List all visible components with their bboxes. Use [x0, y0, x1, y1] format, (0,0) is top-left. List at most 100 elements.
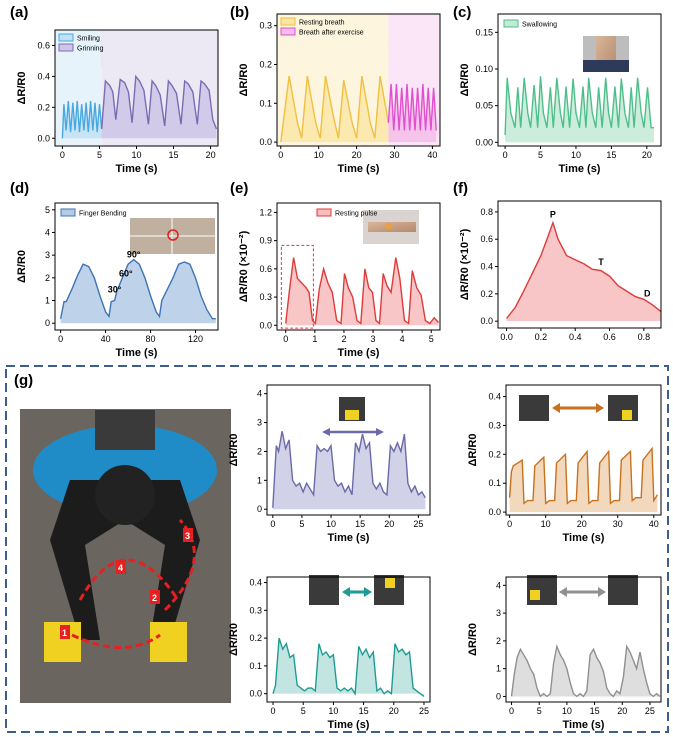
panel-label-g: (g) [14, 372, 33, 389]
x-axis-label-b: Time (s) [338, 163, 380, 175]
legend-swatch-c-0 [503, 19, 519, 28]
annotation-d-2: 90° [127, 249, 141, 259]
y-tick-label-d-2: 2 [45, 273, 50, 283]
x-tick-label-a-3: 15 [169, 150, 179, 160]
y-tick-label-g4-2: 2 [496, 636, 501, 646]
x-tick-label-g4-0: 0 [509, 706, 514, 716]
y-axis-label-c: ΔR/R0 [459, 64, 471, 97]
y-tick-label-b-0: 0.0 [259, 137, 272, 147]
y-tick-label-a-1: 0.2 [37, 102, 50, 112]
legend-label-b-1: Breath after exercise [299, 30, 364, 37]
y-tick-label-c-3: 0.15 [475, 27, 493, 37]
series-area-b-1 [388, 83, 437, 143]
legend-label-c-0: Swallowing [522, 22, 557, 29]
y-tick-label-f-2: 0.4 [480, 262, 493, 272]
series-line-b-1 [387, 83, 437, 131]
x-tick-label-g4-4: 20 [617, 706, 627, 716]
y-axis-label-b: ΔR/R0 [238, 64, 250, 97]
annotation-d-1: 60° [119, 269, 133, 279]
robot-label-2: 2 [152, 593, 157, 603]
plot-frame-d [54, 202, 219, 331]
y-tick-label-b-1: 0.1 [259, 98, 272, 108]
plot-frame-e [276, 202, 441, 331]
x-tick-label-g3-2: 10 [328, 706, 338, 716]
y-axis-label-g2: ΔR/R0 [467, 434, 479, 467]
y-axis-label-f: ΔR/R0 (×10⁻²) [459, 228, 471, 300]
y-tick-label-e-1: 0.3 [259, 292, 272, 302]
chart-c: 0 5 10 15 20 0.00 0.05 0.10 0.15 Time (s) ΔR/R0 Swa… [459, 13, 662, 175]
x-tick-label-a-2: 10 [131, 150, 141, 160]
x-tick-label-f-0: 0.0 [500, 332, 513, 342]
y-tick-label-g2-4: 0.4 [488, 392, 501, 402]
plot-frame-g1 [266, 384, 431, 516]
series-area-c-0 [505, 76, 654, 143]
chart-e: 0 1 2 3 4 5 0.0 0.3 0.6 0.9 1.2 Time (s) ΔR/R0 (×10⁻… [238, 202, 441, 359]
legend-label-b-0: Resting breath [299, 20, 345, 27]
x-tick-label-a-4: 20 [206, 150, 216, 160]
chart-g2: 0 10 20 30 40 0.0 0.1 0.2 0.3 0.4 Time (s) ΔR/R0 [467, 384, 662, 544]
robot-gripper-photo: 1 2 3 4 [20, 409, 231, 703]
y-tick-label-g1-4: 4 [257, 389, 262, 399]
chart-d: 0 40 80 120 0 1 2 3 4 5 Time (s) ΔR/R0 Finger Bendin… [16, 202, 219, 359]
x-tick-label-c-1: 5 [538, 150, 543, 160]
panel-label-d: (d) [10, 180, 29, 197]
y-tick-label-g2-3: 0.3 [488, 420, 501, 430]
y-axis-label-a: ΔR/R0 [16, 72, 28, 105]
x-tick-label-g1-2: 10 [326, 519, 336, 529]
x-tick-label-e-2: 2 [341, 334, 346, 344]
x-tick-label-d-0: 0 [58, 334, 63, 344]
gripper-inset-4 [527, 575, 638, 605]
series-area-g1-0 [272, 431, 426, 510]
series-area-e-0 [285, 257, 439, 326]
x-tick-label-g3-3: 15 [359, 706, 369, 716]
y-tick-label-g4-0: 0 [496, 691, 501, 701]
plot-frame-g2 [505, 384, 662, 516]
series-line-g2-0 [508, 446, 658, 505]
y-tick-label-g4-1: 1 [496, 664, 501, 674]
x-tick-label-f-2: 0.4 [569, 332, 582, 342]
series-line-g4-0 [510, 643, 661, 698]
x-tick-label-g3-0: 0 [271, 706, 276, 716]
highlight-box-e [280, 244, 314, 329]
x-tick-label-b-1: 10 [314, 150, 324, 160]
annotation-f-2: D [644, 289, 651, 299]
x-tick-label-g4-1: 5 [537, 706, 542, 716]
y-tick-label-c-2: 0.10 [475, 64, 493, 74]
annotation-f-1: T [598, 257, 604, 267]
y-tick-label-g3-0: 0.0 [249, 689, 262, 699]
x-tick-label-g2-4: 40 [649, 519, 659, 529]
y-tick-label-g4-4: 4 [496, 580, 501, 590]
series-area-g4-0 [511, 646, 660, 697]
gripper-inset-2 [519, 395, 638, 421]
legend-label-e-0: Resting pulse [335, 211, 378, 218]
robot-label-3: 3 [185, 531, 190, 541]
y-tick-label-g3-3: 0.3 [249, 605, 262, 615]
x-tick-label-c-4: 20 [642, 150, 652, 160]
x-tick-label-f-1: 0.2 [535, 332, 548, 342]
x-tick-label-e-4: 4 [400, 334, 405, 344]
y-axis-label-g1: ΔR/R0 [228, 434, 240, 467]
y-tick-label-d-0: 0 [45, 318, 50, 328]
x-tick-label-d-3: 120 [188, 334, 203, 344]
plot-frame-c [497, 13, 662, 147]
x-axis-label-c: Time (s) [559, 163, 601, 175]
y-tick-label-d-4: 4 [45, 227, 50, 237]
y-tick-label-d-3: 3 [45, 250, 50, 260]
plot-frame-g4 [505, 576, 662, 703]
series-area-g2-0 [509, 448, 658, 513]
y-tick-label-e-3: 0.9 [259, 236, 272, 246]
y-tick-label-g2-2: 0.2 [488, 449, 501, 459]
x-tick-label-g3-4: 20 [389, 706, 399, 716]
y-tick-label-g1-2: 2 [257, 446, 262, 456]
y-tick-label-g4-3: 3 [496, 608, 501, 618]
y-tick-label-d-5: 5 [45, 205, 50, 215]
panel-label-f: (f) [453, 180, 468, 197]
y-tick-label-g3-2: 0.2 [249, 633, 262, 643]
x-tick-label-b-4: 40 [427, 150, 437, 160]
y-tick-label-b-2: 0.2 [259, 59, 272, 69]
legend-swatch-e-0 [316, 208, 332, 217]
x-tick-label-g2-2: 20 [577, 519, 587, 529]
x-tick-label-g4-5: 25 [645, 706, 655, 716]
y-tick-label-a-3: 0.6 [37, 40, 50, 50]
